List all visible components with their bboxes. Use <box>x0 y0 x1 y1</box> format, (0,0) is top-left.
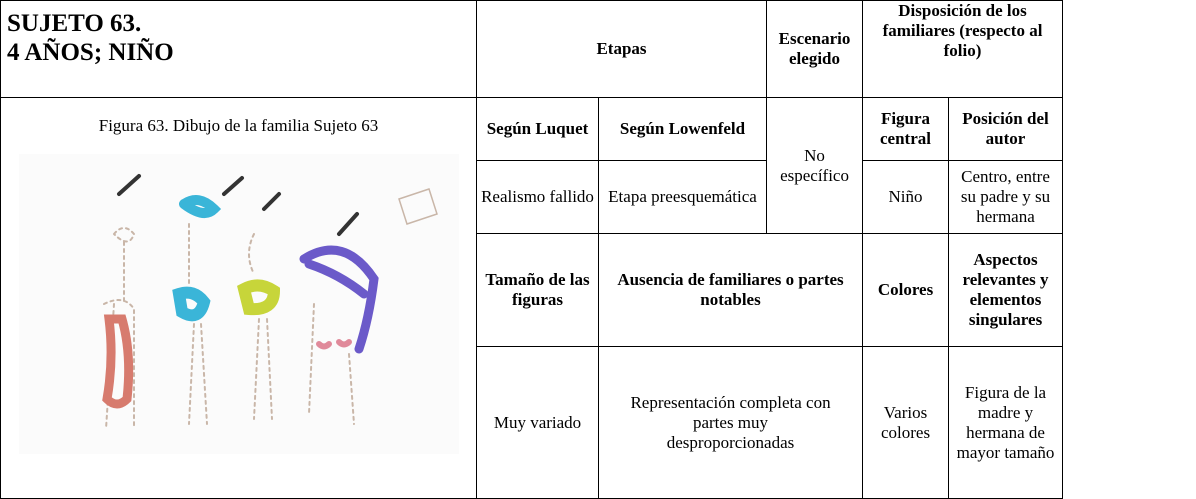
subheader-cell: Según Lowenfeld <box>597 97 768 161</box>
subheader-cell: Aspectos relevantes y elementos singular… <box>948 233 1064 347</box>
sketch <box>102 174 438 430</box>
family-drawing <box>19 154 459 454</box>
subheader-cell: Posición del autor <box>948 97 1064 161</box>
header-cell: Escenario elegido <box>766 0 864 98</box>
subheader-cell: Colores <box>862 233 950 347</box>
table-row: Realismo fallido Etapa preesquemática Ni… <box>1 160 1064 234</box>
table-cell: Centro, entre su padre y su hermana <box>948 160 1064 234</box>
table-cell: Realismo fallido <box>476 160 599 234</box>
table-cell: Representación completa con partes muy d… <box>597 346 864 499</box>
header-cell: Etapas <box>475 0 768 98</box>
figure-caption: Figura 63. Dibujo de la familia Sujeto 6… <box>98 116 379 135</box>
table-row: Muy variado Representación completa con … <box>1 346 1064 499</box>
table-row: Tamaño de las figuras Ausencia de famili… <box>1 233 1064 347</box>
figure-cell: Figura 63. Dibujo de la familia Sujeto 6… <box>0 97 477 499</box>
table-cell: No específico <box>766 97 864 234</box>
table-cell: Etapa preesquemática <box>597 160 768 234</box>
table-cell: Varios colores <box>862 346 950 499</box>
drawing-paper <box>19 154 459 454</box>
record-table: SUJETO 63. 4 AÑOS; NIÑO Etapas Escenario … <box>0 0 1064 499</box>
title-line: 4 AÑOS; NIÑO <box>7 39 174 66</box>
table-cell: Niño <box>862 160 950 234</box>
header-row: SUJETO 63. 4 AÑOS; NIÑO Etapas Escenario … <box>0 0 1064 98</box>
table-cell: Muy variado <box>476 346 599 499</box>
subheader-cell: Tamaño de las figuras <box>476 233 599 347</box>
subheader-cell: Figura central <box>862 97 950 161</box>
table-row: Figura 63. Dibujo de la familia Sujeto 6… <box>0 97 1064 499</box>
subheader-cell: Ausencia de familiares o partes notables <box>597 233 864 347</box>
table-cell: Figura de la madre y hermana de mayor ta… <box>948 346 1064 499</box>
title-line: SUJETO 63. <box>7 10 142 37</box>
header-cell: Disposición de los familiares (respecto … <box>862 0 1064 98</box>
subheader-cell: Según Luquet <box>476 97 599 161</box>
title-cell: SUJETO 63. 4 AÑOS; NIÑO <box>0 0 477 98</box>
